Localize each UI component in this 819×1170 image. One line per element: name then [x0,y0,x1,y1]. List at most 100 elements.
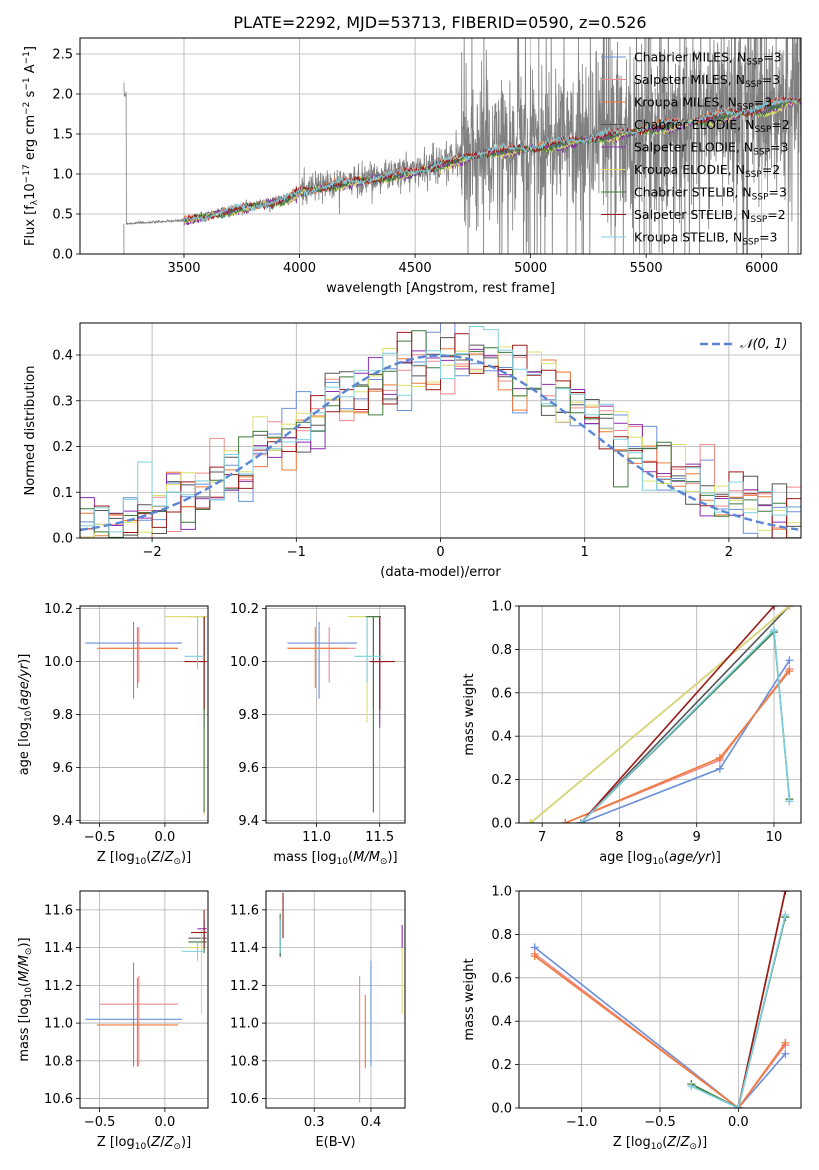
y-tick-label: 9.4 [238,814,259,829]
weight-series [734,891,790,1108]
x-tick-label: 0.0 [728,1115,749,1130]
age_vs_Z-plot-area [85,616,207,816]
x-tick-label: 10 [766,830,783,845]
x-tick-label: 0.0 [155,1115,176,1130]
y-tick-label: 11.2 [44,979,73,994]
weight-series [576,656,794,823]
weight_vs_age-frame [518,605,802,824]
errorbar-point [184,616,207,710]
spectrum-frame [79,37,802,255]
errorbar-point [164,616,207,816]
legend-entry: Chabrier STELIB, NSSP=3 [634,185,787,203]
y-axis-label: mass weight [462,673,477,755]
x-tick-label: 0 [436,545,444,560]
legend-entry: Salpeter ELODIE, NSSP=3 [634,140,788,158]
x-tick-label: 6000 [745,261,778,276]
legend-entry: Kroupa ELODIE, NSSP=2 [634,162,780,180]
y-axis-label: Normed distribution [23,366,38,496]
residual-histogram-step [80,337,801,538]
x-axis-label: wavelength [Angstrom, rest frame] [326,281,555,296]
weight-line [580,628,791,823]
x-tick-label: −1.0 [566,1115,598,1130]
weight-series [526,606,794,823]
x-tick-label: 0.4 [361,1115,382,1130]
weight-marker [785,667,794,676]
y-tick-label: 10.0 [230,655,259,670]
x-tick-label: 7 [538,830,546,845]
errorbar-point [287,627,347,689]
x-axis-label: Z [log10(Z/Z⊙)] [97,1135,191,1152]
weight-marker [715,764,724,773]
y-tick-label: 0.0 [491,817,512,832]
weight-marker [785,656,794,665]
y-tick-label: 0.1 [52,486,73,501]
x-tick-label: 4000 [283,261,316,276]
y-tick-label: 10.0 [44,655,73,670]
weight-line [690,914,787,1108]
errorbar-point [188,928,205,1014]
weight-line [580,659,791,823]
x-tick-label: 11.0 [302,830,331,845]
y-tick-label: 11.4 [44,941,73,956]
mass_vs_EBV-frame [265,890,406,1109]
weight-line [580,606,775,823]
spectrum-panel: 3500 4000 4500 5000 5500 6000 0.0 0.5 1.0 1.5 2.0 2… [22,37,802,296]
weight_vs_age-panel: 7 8 9 10 0.0 0.2 0.4 0.6 0.8 1.0 age [log10(age/yr… [462,600,802,867]
weight-marker [687,1082,696,1091]
y-tick-label: 11.6 [44,903,73,918]
figure-title: PLATE=2292, MJD=53713, FIBERID=0590, z=0… [233,13,646,32]
errorbar-point [369,616,395,710]
mass_vs_Z-panel: −0.5 0.0 10.6 10.8 11.0 11.2 11.4 11.6 Z [log10(… [17,890,209,1152]
weight-marker [769,606,778,610]
y-tick-label: 11.0 [44,1017,73,1032]
age_vs_Z-panel: −0.5 0.0 9.4 9.6 9.8 10.0 10.2 Z [log10(Z/Z⊙)] a… [17,602,209,867]
legend-entry: Salpeter STELIB, NSSP=2 [634,207,786,225]
y-tick-label: 0.4 [491,730,512,745]
age_vs_Z-grid [80,606,208,823]
weight-line [565,670,791,823]
weight-series [561,664,794,823]
weight_vs_age-plot-area [526,606,794,823]
y-tick-label: 0.5 [52,208,73,223]
weight-line [534,946,786,1108]
x-tick-label: 4500 [399,261,432,276]
normal-curve [80,354,799,532]
y-tick-label: 9.8 [52,708,73,723]
y-tick-label: 2.0 [52,88,73,103]
weight_vs_Z-frame [518,890,802,1109]
mass_vs_EBV-panel: 0.3 0.4 10.6 10.8 11.0 11.2 11.4 11.6 E(B-V) [230,890,406,1150]
y-tick-label: 0.0 [491,1102,512,1117]
y-tick-label: 1.0 [491,885,512,900]
weight_vs_Z-grid [519,890,801,1109]
weight-line [565,668,791,823]
mass_vs_EBV-grid [266,891,405,1108]
legend-entry: 𝒩(0, 1) [740,337,787,352]
y-tick-label: 0.6 [491,686,512,701]
spectrum-plot-area [123,38,801,254]
errorbar-point [348,616,380,723]
residual_hist-plot-area [80,323,801,538]
age_vs_mass-grid [266,606,405,823]
weight-marker [785,797,794,806]
y-tick-label: 9.8 [238,708,259,723]
weight-marker [526,819,535,823]
x-axis-label: E(B-V) [315,1135,355,1150]
y-tick-label: 1.0 [491,600,512,615]
x-tick-label: 5500 [630,261,663,276]
x-tick-label: 9 [693,830,701,845]
weight-marker [781,891,790,895]
x-tick-label: 0.3 [304,1115,325,1130]
x-tick-label: −1 [287,545,306,560]
y-axis-label: Flux [fλ10−17 erg cm−2 s−1 A−1] [22,46,40,246]
x-tick-label: 3500 [167,261,200,276]
errorbar-point [287,627,356,683]
weight-marker [769,625,778,634]
weight-line [530,606,790,823]
weight-marker [781,1038,790,1047]
y-tick-label: 11.0 [230,1017,259,1032]
y-tick-label: 1.0 [52,168,73,183]
weight-marker [576,819,585,823]
mass_vs_EBV-plot-area [279,892,403,1103]
y-tick-label: 11.2 [230,979,259,994]
